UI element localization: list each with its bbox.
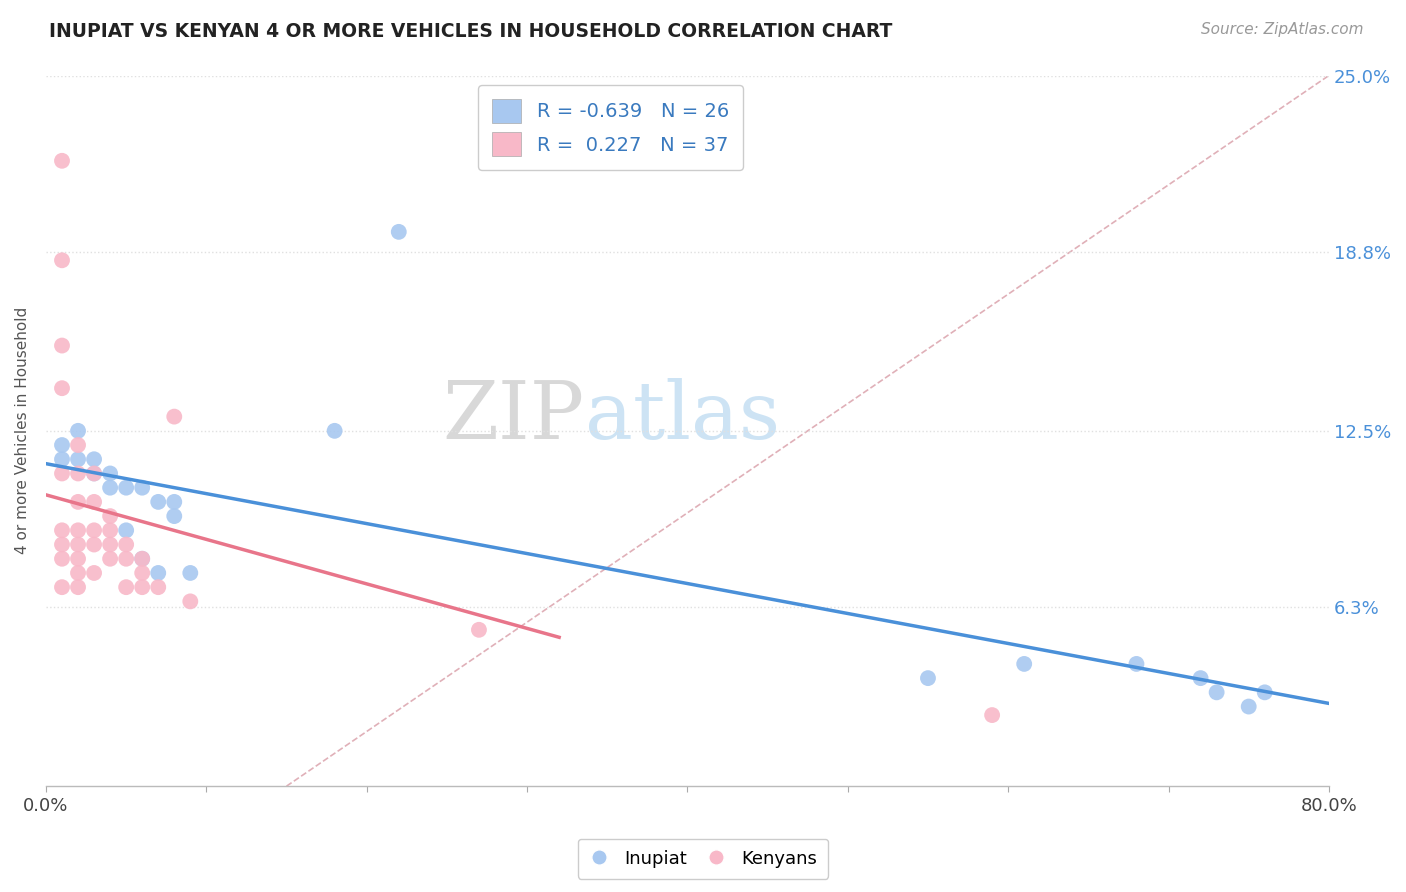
Point xyxy=(131,551,153,566)
Point xyxy=(98,551,121,566)
Point xyxy=(83,467,105,481)
Legend: R = -0.639   N = 26, R =  0.227   N = 37: R = -0.639 N = 26, R = 0.227 N = 37 xyxy=(478,86,742,169)
Point xyxy=(51,452,73,467)
Point xyxy=(1125,657,1147,671)
Point xyxy=(51,580,73,594)
Point xyxy=(67,495,90,509)
Point xyxy=(179,566,201,580)
Point xyxy=(67,424,90,438)
Point xyxy=(115,524,138,538)
Point xyxy=(131,580,153,594)
Point xyxy=(67,438,90,452)
Point xyxy=(51,467,73,481)
Point xyxy=(83,467,105,481)
Y-axis label: 4 or more Vehicles in Household: 4 or more Vehicles in Household xyxy=(15,307,30,555)
Point xyxy=(468,623,491,637)
Point xyxy=(51,253,73,268)
Point xyxy=(131,566,153,580)
Text: INUPIAT VS KENYAN 4 OR MORE VEHICLES IN HOUSEHOLD CORRELATION CHART: INUPIAT VS KENYAN 4 OR MORE VEHICLES IN … xyxy=(49,22,893,41)
Text: atlas: atlas xyxy=(585,377,780,456)
Point xyxy=(163,509,186,524)
Point xyxy=(1189,671,1212,685)
Point xyxy=(115,537,138,551)
Point xyxy=(51,537,73,551)
Point xyxy=(67,566,90,580)
Point xyxy=(115,551,138,566)
Point xyxy=(115,580,138,594)
Point xyxy=(98,481,121,495)
Point xyxy=(131,551,153,566)
Point xyxy=(98,524,121,538)
Point xyxy=(51,381,73,395)
Point xyxy=(148,580,170,594)
Point xyxy=(51,551,73,566)
Point xyxy=(83,566,105,580)
Point xyxy=(83,537,105,551)
Point xyxy=(163,409,186,424)
Point xyxy=(388,225,411,239)
Point xyxy=(179,594,201,608)
Point xyxy=(83,452,105,467)
Point xyxy=(131,481,153,495)
Point xyxy=(83,495,105,509)
Point xyxy=(323,424,346,438)
Point xyxy=(917,671,939,685)
Point xyxy=(67,537,90,551)
Text: ZIP: ZIP xyxy=(443,377,585,456)
Point xyxy=(51,338,73,352)
Legend: Inupiat, Kenyans: Inupiat, Kenyans xyxy=(578,838,828,879)
Point xyxy=(1254,685,1277,699)
Text: Source: ZipAtlas.com: Source: ZipAtlas.com xyxy=(1201,22,1364,37)
Point xyxy=(1205,685,1227,699)
Point xyxy=(148,495,170,509)
Point xyxy=(67,551,90,566)
Point xyxy=(981,708,1004,723)
Point xyxy=(98,509,121,524)
Point xyxy=(83,524,105,538)
Point xyxy=(163,495,186,509)
Point xyxy=(51,524,73,538)
Point xyxy=(1237,699,1260,714)
Point xyxy=(67,467,90,481)
Point xyxy=(98,467,121,481)
Point xyxy=(67,452,90,467)
Point xyxy=(1012,657,1035,671)
Point xyxy=(67,524,90,538)
Point xyxy=(51,438,73,452)
Point xyxy=(148,566,170,580)
Point xyxy=(67,580,90,594)
Point xyxy=(115,481,138,495)
Point xyxy=(51,153,73,168)
Point xyxy=(98,537,121,551)
